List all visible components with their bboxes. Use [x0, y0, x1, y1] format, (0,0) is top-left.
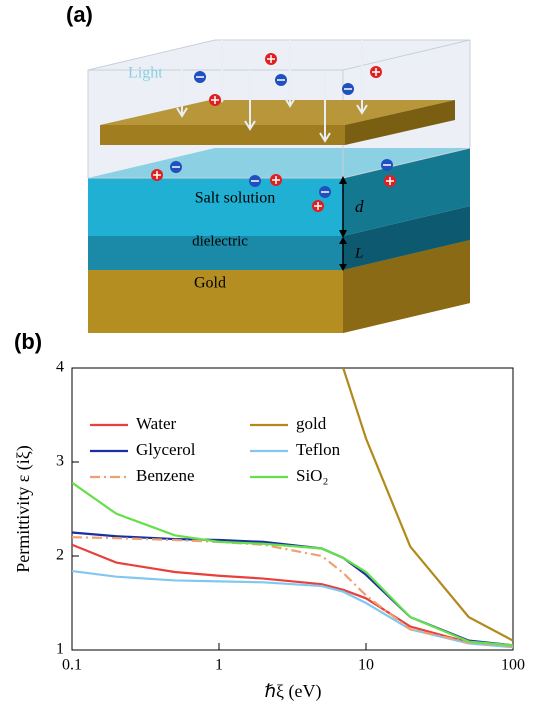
- y-tick-label: 1: [56, 641, 64, 658]
- legend-label: Teflon: [296, 440, 341, 459]
- y-axis-label: Permittivity ε (iξ): [13, 445, 34, 573]
- y-tick-label: 3: [56, 453, 64, 470]
- dielectric-label: dielectric: [192, 233, 248, 249]
- L-label: L: [354, 245, 363, 261]
- light-label: Light: [128, 65, 163, 82]
- legend-label: SiO₂: [296, 466, 328, 485]
- d-label: d: [355, 197, 364, 216]
- line-series: [72, 483, 513, 646]
- legend-label: Benzene: [136, 466, 195, 485]
- plot-frame: [72, 368, 513, 650]
- x-tick-label: 10: [358, 657, 374, 674]
- y-tick-label: 2: [56, 547, 64, 564]
- x-tick-label: 0.1: [62, 657, 82, 674]
- x-tick-label: 1: [215, 657, 223, 674]
- x-tick-label: 100: [501, 657, 525, 674]
- gold-label: Gold: [194, 275, 226, 292]
- legend-label: Glycerol: [136, 440, 196, 459]
- legend-label: Water: [136, 414, 176, 433]
- plate-front: [100, 125, 345, 145]
- legend-label: gold: [296, 414, 327, 433]
- salt-label: Salt solution: [195, 190, 275, 207]
- figure: (a): [0, 0, 543, 711]
- panel-label: (a): [66, 2, 93, 27]
- panel-label: (b): [14, 329, 42, 354]
- x-axis-label: ℏξ (eV): [265, 681, 322, 702]
- y-tick-label: 4: [56, 359, 64, 376]
- salt-front: [88, 178, 343, 236]
- diagram: [88, 40, 470, 333]
